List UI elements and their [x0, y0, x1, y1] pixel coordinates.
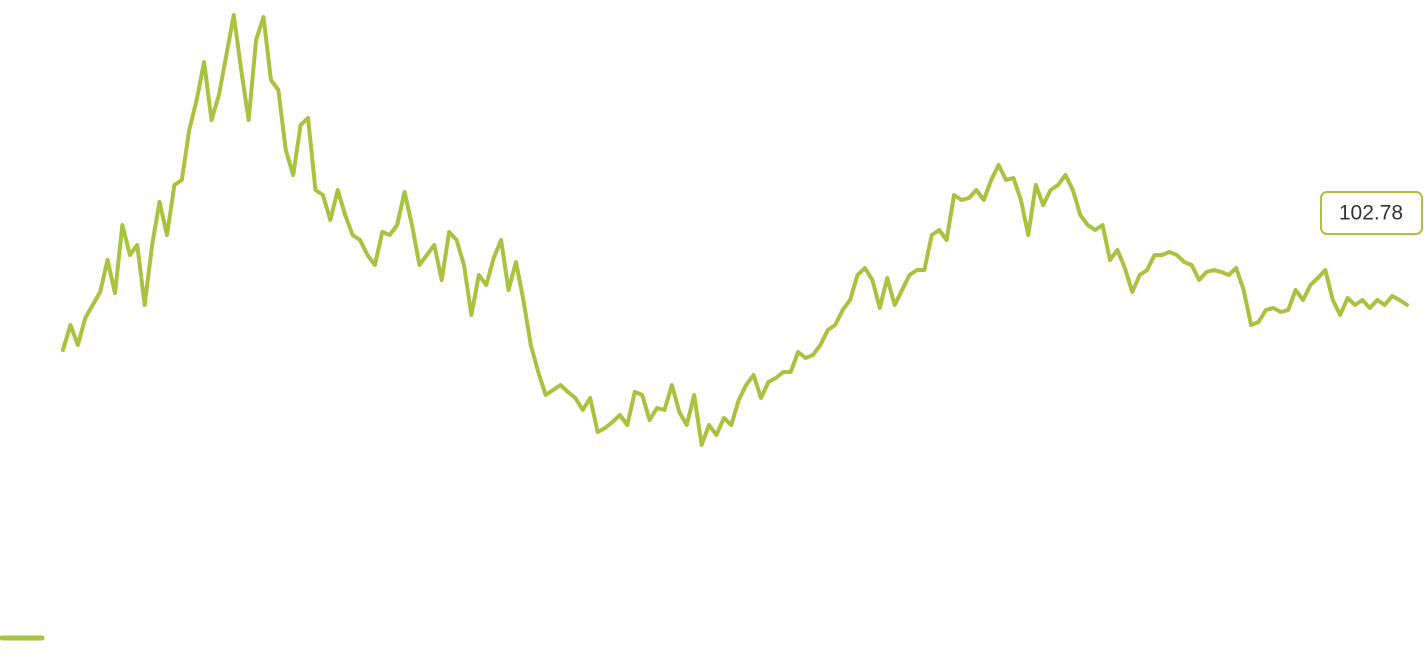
value-label-box — [1320, 191, 1423, 235]
value-label: 102.78 — [1339, 202, 1403, 225]
line — [61, 13, 1409, 447]
